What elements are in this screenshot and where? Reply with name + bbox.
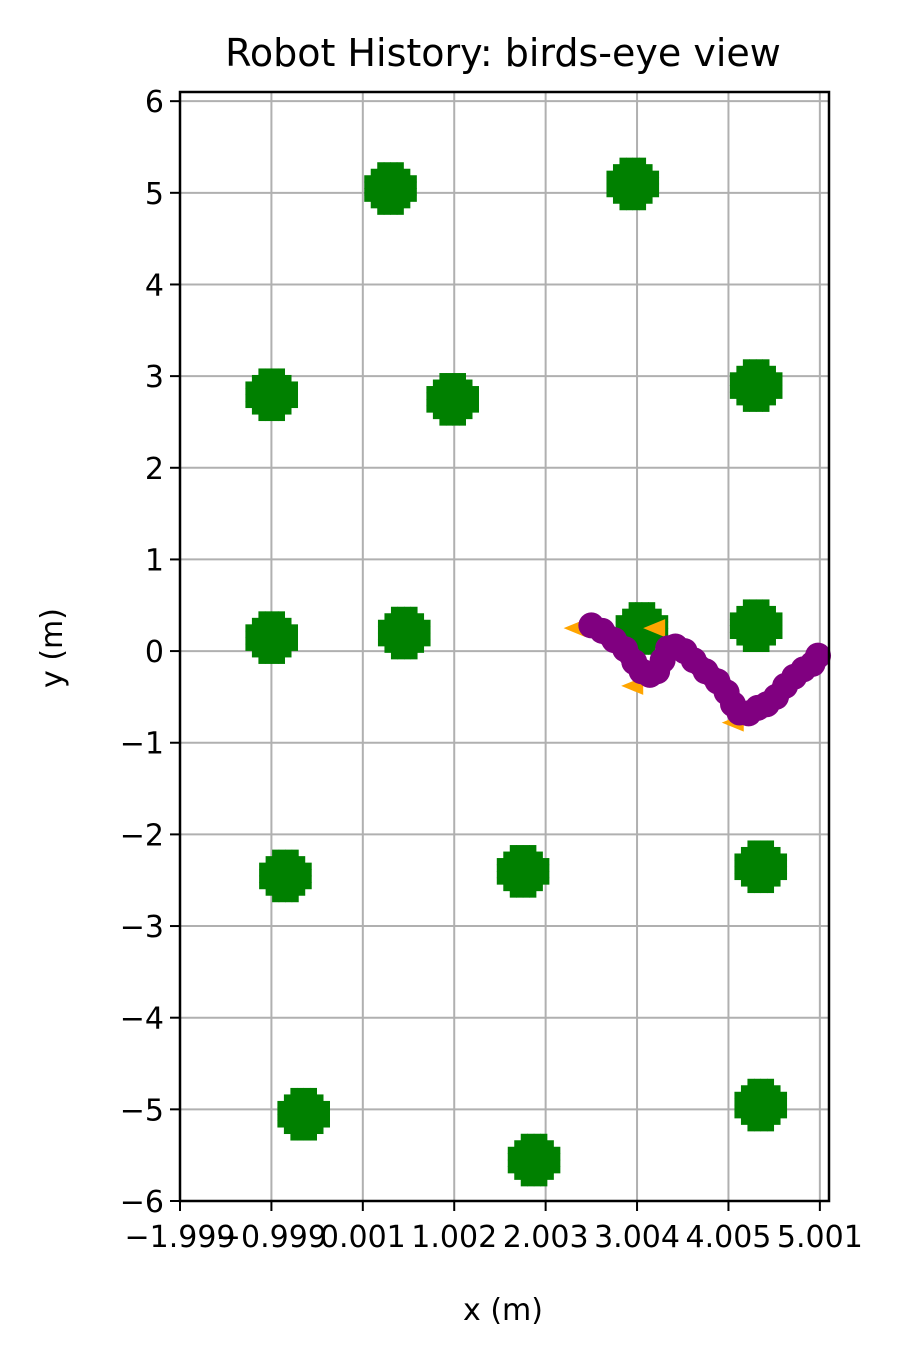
obstacle-marker <box>606 157 660 211</box>
obstacle-marker <box>734 1078 788 1132</box>
obstacle-marker <box>734 840 788 894</box>
x-tick-label: −1.999 <box>124 1220 235 1255</box>
y-tick-label: 2 <box>145 452 164 487</box>
y-tick-label: −1 <box>120 727 164 762</box>
x-tick-label: 0.001 <box>320 1220 406 1255</box>
obstacle-marker <box>507 1133 561 1187</box>
obstacle-marker <box>245 368 299 422</box>
y-tick-label: 5 <box>145 177 164 212</box>
y-tick-label: 6 <box>145 85 164 120</box>
robot-trajectory <box>578 612 832 727</box>
x-tick-label: 3.004 <box>594 1220 680 1255</box>
y-tick-label: −2 <box>120 818 164 853</box>
obstacle-marker <box>364 162 417 215</box>
y-tick-label: 3 <box>145 360 164 395</box>
y-axis-ticks: 6 5 4 3 2 1 0 −1 −2 −3 −4 −5 −6 <box>120 85 180 1220</box>
trajectory-point <box>805 642 832 669</box>
obstacle-markers <box>245 157 788 1187</box>
x-tick-label: −0.999 <box>216 1220 327 1255</box>
y-tick-label: 4 <box>145 268 164 303</box>
x-axis-label: x (m) <box>463 1293 543 1328</box>
y-tick-label: 0 <box>145 635 164 670</box>
x-tick-label: 5.001 <box>777 1220 863 1255</box>
x-tick-label: 1.002 <box>411 1220 497 1255</box>
y-tick-label: 1 <box>145 543 164 578</box>
obstacle-marker <box>496 845 550 898</box>
y-tick-label: −5 <box>120 1093 164 1128</box>
obstacle-marker <box>729 599 783 653</box>
x-tick-label: 2.003 <box>503 1220 589 1255</box>
obstacle-marker <box>277 1087 331 1141</box>
plot-frame <box>178 90 831 1203</box>
obstacle-marker <box>729 359 783 412</box>
x-tick-label: 4.005 <box>686 1220 772 1255</box>
obstacle-marker <box>377 606 431 660</box>
heading-marker <box>643 619 666 638</box>
y-axis-label: y (m) <box>35 608 70 688</box>
chart-title: Robot History: birds-eye view <box>225 31 781 75</box>
obstacle-marker <box>245 611 299 664</box>
y-tick-label: −6 <box>120 1185 164 1220</box>
obstacle-marker <box>426 373 479 426</box>
y-tick-label: −4 <box>120 1002 164 1037</box>
obstacle-marker <box>259 849 312 903</box>
y-tick-label: −3 <box>120 910 164 945</box>
